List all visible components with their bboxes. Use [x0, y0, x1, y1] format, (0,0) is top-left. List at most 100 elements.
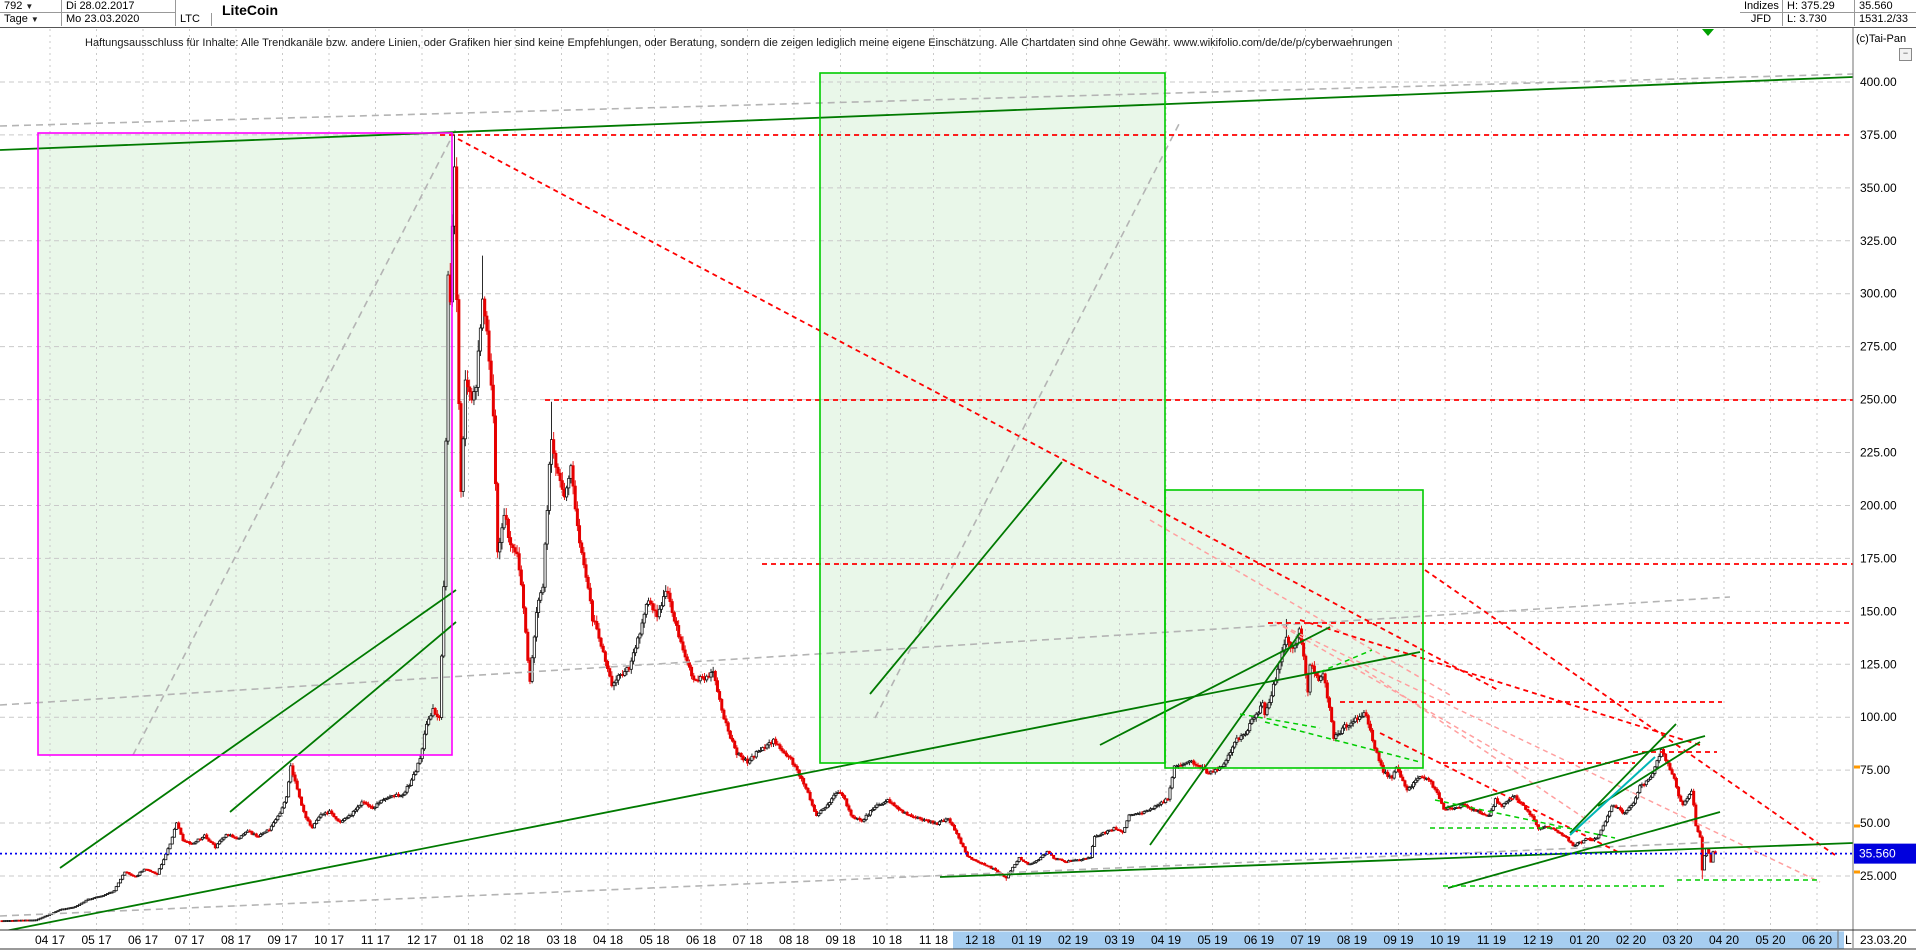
x-tick-label: 03 20 [1662, 933, 1692, 947]
trendline-gray-dashed[interactable] [0, 596, 1731, 706]
x-tick-label: 07 18 [732, 933, 762, 947]
x-tick-label: 01 19 [1011, 933, 1041, 947]
y-tick-label: 50.00 [1860, 816, 1890, 830]
trendline-pink-dashed[interactable] [1274, 621, 1821, 883]
candle-body [1702, 855, 1706, 871]
trendline-green[interactable] [1149, 632, 1301, 846]
trendline-green-dashed[interactable] [1319, 649, 1373, 673]
candle-body [1582, 839, 1586, 844]
trendline-gray-dashed[interactable] [0, 73, 1853, 127]
candle-body [1366, 715, 1370, 725]
trendline-green[interactable] [1597, 741, 1701, 807]
candle-body [205, 834, 209, 840]
trendline-pink-dashed[interactable] [1349, 659, 1591, 823]
trendline-green[interactable] [1099, 626, 1331, 746]
candle-body [1013, 864, 1017, 868]
x-axis[interactable]: 04 17 05 17 06 17 07 17 08 17 09 17 10 17 11 17… [35, 930, 1907, 949]
trendline-gray-dashed[interactable] [132, 126, 458, 756]
trendline-green[interactable] [59, 589, 457, 869]
trendline-green[interactable] [869, 461, 1063, 695]
y-tick-label: 300.00 [1860, 287, 1897, 301]
bars-count-dropdown[interactable]: 792 ▼ [0, 0, 62, 13]
candle-body [795, 765, 799, 771]
resistance-line-red[interactable] [1424, 569, 1836, 856]
y-tick-label: 125.00 [1860, 657, 1897, 671]
resistance-line-red[interactable] [1299, 619, 1701, 746]
candle-body [1433, 786, 1437, 790]
candle-body [1239, 735, 1243, 740]
trendline-green[interactable] [229, 621, 457, 813]
candle-body [215, 843, 219, 849]
candle-body [1444, 808, 1448, 811]
candle-body [1377, 752, 1381, 762]
trendline-pink-dashed[interactable] [1149, 519, 1451, 696]
candle-body [84, 899, 88, 903]
trendline-green-dashed[interactable] [1239, 713, 1321, 729]
trendline-green[interactable] [0, 651, 1421, 932]
candle-body [1368, 723, 1372, 731]
candle-body [759, 750, 763, 752]
candle-body [1252, 717, 1256, 720]
trendline-green-dashed[interactable] [1434, 799, 1616, 839]
candle-body [476, 350, 480, 388]
candle-body [724, 718, 728, 724]
candle-body [1349, 722, 1353, 727]
candle-body [181, 833, 185, 841]
minimize-button[interactable]: − [1899, 48, 1912, 61]
candle-body [578, 525, 582, 544]
candle-body [677, 625, 681, 638]
x-tick-label: 04 19 [1151, 933, 1181, 947]
candle-body [608, 668, 612, 677]
candle-body [1015, 861, 1019, 865]
instrument-title: LiteCoin [222, 2, 278, 18]
candle-body [784, 752, 788, 757]
candle-body [556, 466, 560, 474]
candle-body [319, 813, 323, 818]
candle-body [1618, 807, 1622, 811]
zone-2019b-green-border[interactable] [1164, 489, 1424, 769]
candle-body [485, 315, 489, 332]
candle-body [1034, 860, 1038, 863]
candle-body [149, 869, 153, 872]
candle-body [1114, 827, 1118, 830]
y-axis[interactable]: 400.00 375.00 350.00 325.00 300.00 275.00 250.… [1854, 75, 1916, 883]
candle-body [403, 791, 407, 796]
trendline-green[interactable] [0, 76, 1853, 151]
candle-body [330, 810, 334, 815]
candle-body [1330, 707, 1334, 722]
candle-body [1250, 718, 1254, 724]
candle-body [192, 842, 196, 845]
trendline-green[interactable] [939, 842, 1853, 878]
x-tick-label: 03 19 [1104, 933, 1134, 947]
trendline-gray-dashed[interactable] [874, 121, 1181, 719]
y-tick-label: 225.00 [1860, 446, 1897, 460]
candle-body [364, 802, 368, 805]
candle-body [718, 691, 722, 700]
candle-body [483, 298, 487, 317]
candle-body [1638, 785, 1642, 794]
candle-body [603, 651, 607, 662]
period-dropdown[interactable]: Tage ▼ [0, 13, 62, 26]
y-tick-label: 150.00 [1860, 604, 1897, 618]
date-to-field[interactable]: Mo 23.03.2020 [62, 13, 176, 26]
volume-label: 1531.2/33 [1859, 13, 1908, 25]
zone-2017-magenta-border[interactable] [37, 132, 453, 756]
candle-body [82, 901, 86, 904]
trendline-gray-dashed[interactable] [0, 841, 1721, 917]
date-from-field[interactable]: Di 28.02.2017 [62, 0, 176, 13]
trendline-green[interactable] [1447, 811, 1721, 889]
candle-body [1351, 721, 1355, 724]
candle-body [261, 832, 265, 835]
candle-body [823, 807, 827, 810]
trendline-green[interactable] [1569, 723, 1677, 834]
plot-area[interactable] [0, 29, 1853, 932]
trendline-teal[interactable] [1569, 756, 1656, 836]
candle-body [493, 415, 497, 485]
trendline-green[interactable] [1444, 735, 1706, 809]
zone-2019-green-border[interactable] [819, 72, 1166, 764]
candle-body [681, 641, 685, 651]
candle-body [349, 814, 353, 817]
resistance-line-red[interactable] [457, 138, 1501, 692]
candle-body [547, 463, 551, 511]
